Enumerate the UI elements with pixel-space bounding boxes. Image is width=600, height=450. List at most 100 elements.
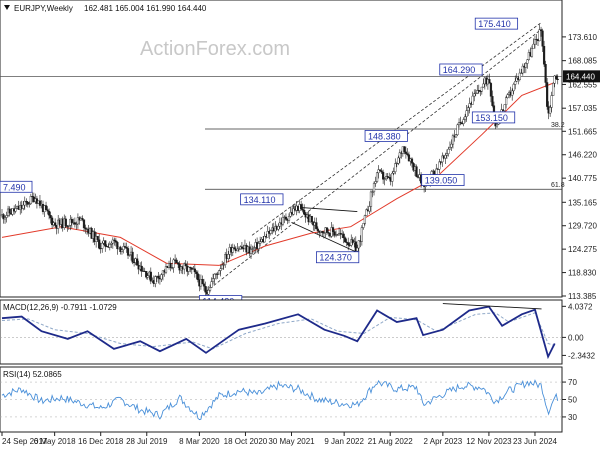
candle-body <box>347 242 350 246</box>
price-title: EURJPY,Weekly <box>14 4 73 13</box>
candle-body <box>450 143 453 148</box>
candle-body <box>177 262 180 265</box>
candle-body <box>372 183 376 193</box>
candle-body <box>284 216 288 220</box>
candle-body <box>210 281 213 288</box>
candle-body <box>125 247 128 249</box>
candle-body <box>546 82 549 107</box>
candle-body <box>467 107 470 111</box>
candle-body <box>145 271 148 278</box>
candle-body <box>172 259 175 268</box>
price-annotation-label: 7.490 <box>3 182 26 192</box>
candle-body <box>221 264 224 270</box>
x-tick-label: 8 Mar 2020 <box>179 437 220 446</box>
candle-body <box>266 231 269 238</box>
price-annotation-label: 148.380 <box>368 131 401 141</box>
candle-body <box>371 191 374 193</box>
x-tick-label: 2 Apr 2023 <box>424 437 463 446</box>
rsi-title: RSI(14) 52.0865 <box>3 370 62 379</box>
current-price-label: 164.440 <box>566 72 595 81</box>
rsi-line <box>1 379 559 421</box>
candle-body <box>327 232 330 234</box>
candle-body <box>218 270 221 275</box>
rsi-y-tick-label: 30 <box>568 413 577 422</box>
candle-body <box>122 246 125 250</box>
candle-body <box>170 267 174 269</box>
candle-body <box>25 200 28 203</box>
candle-body <box>227 254 230 259</box>
price-panel-frame <box>0 0 563 298</box>
candle-body <box>360 227 363 242</box>
candle-body <box>119 246 122 253</box>
candle-body <box>368 206 371 212</box>
candle-body <box>382 171 385 180</box>
price-y-tick-label: 113.385 <box>568 292 597 301</box>
rsi-panel: 70 50 30 RSI(14) 52.0865 <box>0 366 577 433</box>
candle-body <box>301 208 304 211</box>
candle-body <box>538 29 541 42</box>
watermark: ActionForex.com <box>140 38 290 60</box>
candle-body <box>64 218 67 227</box>
candle-body <box>169 263 172 268</box>
candle-body <box>549 107 552 114</box>
candle-body <box>441 155 444 163</box>
candle-body <box>104 240 107 247</box>
candle-body <box>488 79 491 84</box>
candle-body <box>345 241 348 243</box>
candle-body <box>380 170 383 173</box>
candle-body <box>281 217 285 225</box>
candle-body <box>539 29 543 32</box>
candle-body <box>38 200 42 206</box>
candle-body <box>397 157 400 164</box>
candle-body <box>476 90 479 94</box>
candle-body <box>456 124 459 135</box>
candle-body <box>363 215 367 224</box>
candle-body <box>410 158 414 164</box>
candle-body <box>365 209 368 216</box>
candle-body <box>263 236 266 243</box>
candle-body <box>300 204 303 209</box>
candle-body <box>555 75 558 80</box>
candle-body <box>278 222 281 227</box>
candle-body <box>240 246 244 249</box>
macd-y-tick-label: -2.3432 <box>568 351 596 360</box>
candle-body <box>49 214 52 219</box>
candle-body <box>385 176 388 180</box>
macd-y-tick-label: 4.0372 <box>568 302 593 311</box>
candle-body <box>193 268 196 273</box>
candle-body <box>116 242 119 250</box>
candle-body <box>164 266 168 273</box>
candle-body <box>473 93 476 97</box>
candle-body <box>331 227 335 232</box>
x-tick-label: 18 Oct 2020 <box>224 437 268 446</box>
candle-body <box>237 248 240 250</box>
candle-body <box>175 259 178 264</box>
candle-body <box>136 258 139 266</box>
price-annotation-label: 153.150 <box>475 113 508 123</box>
price-y-tick-label: 173.610 <box>568 33 597 42</box>
candle-body <box>459 122 462 124</box>
candle-body <box>204 286 207 293</box>
fib-level-label: 61.8 <box>551 182 565 189</box>
candle-body <box>404 151 408 154</box>
candle-body <box>128 254 131 256</box>
macd-signal-line <box>1 312 555 350</box>
candle-body <box>157 275 160 279</box>
candle-body <box>553 75 556 84</box>
x-tick-label: 16 Dec 2018 <box>78 437 124 446</box>
candle-body <box>503 104 506 111</box>
candle-body <box>374 181 377 184</box>
candle-body <box>96 236 99 240</box>
candle-body <box>251 248 254 250</box>
candle-body <box>2 214 5 220</box>
candle-body <box>357 240 360 249</box>
candle-body <box>378 169 382 171</box>
price-y-tick-label: 162.555 <box>568 80 597 89</box>
candle-body <box>3 217 7 220</box>
price-annotation-label: 175.410 <box>478 19 511 29</box>
candle-body <box>149 271 152 282</box>
moving-average-line <box>1 82 555 266</box>
candle-body <box>287 216 291 221</box>
